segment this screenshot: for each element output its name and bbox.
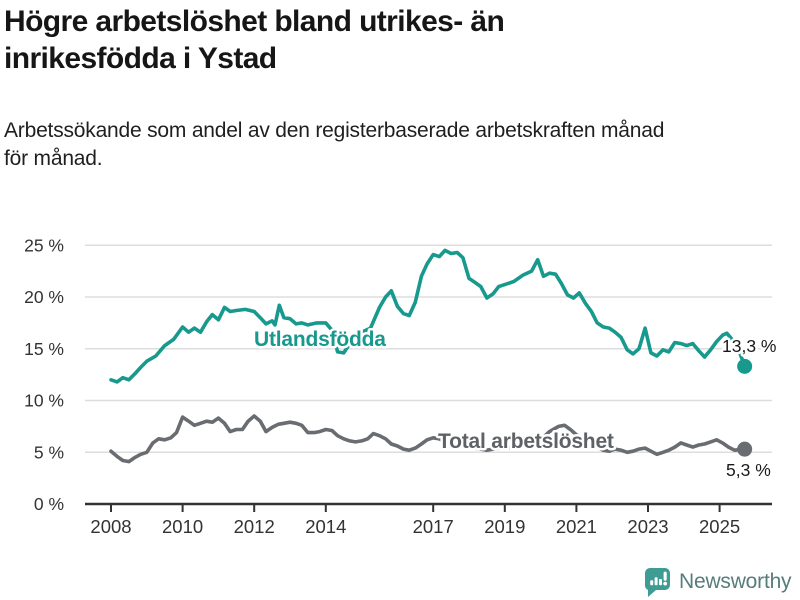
y-tick-label: 10 % (24, 391, 64, 411)
unemployment-line-chart: 0 % 5 % 10 % 15 % 20 % 25 % 2008 2010 2012 2014 20… (24, 235, 779, 537)
chart-subtitle: Arbetssökande som andel av den registerb… (4, 119, 665, 171)
y-tick-label: 20 % (24, 287, 64, 307)
x-tick-label: 2010 (162, 516, 203, 537)
end-value-label-utlandsfodda: 13,3 % (722, 336, 776, 356)
newsworthy-bubble-chart-icon (645, 567, 670, 597)
x-tick-label: 2021 (556, 516, 597, 537)
x-tick-label: 2014 (305, 516, 346, 537)
series-label-utlandsfodda: Utlandsfödda (254, 328, 386, 351)
y-tick-label: 25 % (24, 235, 64, 255)
page-title: Högre arbetslöshet bland utrikes- än inr… (4, 5, 505, 75)
x-tick-label: 2025 (699, 516, 740, 537)
x-tick-label: 2023 (627, 516, 668, 537)
newsworthy-logo: Newsworthy (644, 566, 792, 598)
series-end-dot-utlandsfodda (737, 358, 753, 374)
x-tick-label: 2019 (484, 516, 525, 537)
end-value-label-total: 5,3 % (726, 460, 771, 480)
series-label-total: Total arbetslöshet (438, 430, 614, 453)
y-tick-label: 15 % (24, 339, 64, 359)
y-tick-label: 5 % (34, 442, 64, 462)
x-tick-label: 2012 (234, 516, 275, 537)
series-line-total (109, 414, 747, 464)
x-tick-label: 2017 (413, 516, 454, 537)
y-tick-label: 0 % (34, 494, 64, 514)
series-line-utlandsfodda (109, 248, 747, 384)
series-end-dot-total (737, 441, 753, 457)
newsworthy-wordmark: Newsworthy (679, 570, 792, 593)
x-tick-label: 2008 (90, 516, 131, 537)
